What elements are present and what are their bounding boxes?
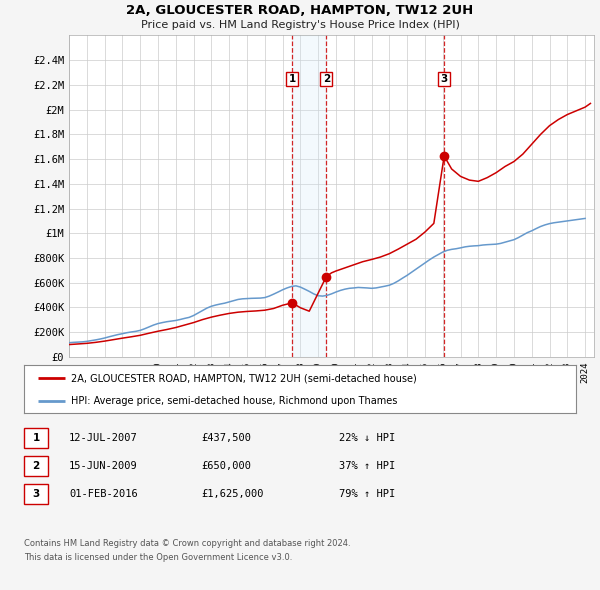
Text: 1: 1 [32,433,40,442]
Text: Contains HM Land Registry data © Crown copyright and database right 2024.: Contains HM Land Registry data © Crown c… [24,539,350,548]
Text: Price paid vs. HM Land Registry's House Price Index (HPI): Price paid vs. HM Land Registry's House … [140,20,460,30]
Text: £1,625,000: £1,625,000 [201,490,263,499]
Text: 3: 3 [32,490,40,499]
Text: 79% ↑ HPI: 79% ↑ HPI [339,490,395,499]
Text: HPI: Average price, semi-detached house, Richmond upon Thames: HPI: Average price, semi-detached house,… [71,396,397,406]
Text: 12-JUL-2007: 12-JUL-2007 [69,433,138,442]
Text: 2A, GLOUCESTER ROAD, HAMPTON, TW12 2UH (semi-detached house): 2A, GLOUCESTER ROAD, HAMPTON, TW12 2UH (… [71,373,416,383]
Bar [292,35,326,357]
Text: This data is licensed under the Open Government Licence v3.0.: This data is licensed under the Open Gov… [24,553,292,562]
Text: £650,000: £650,000 [201,461,251,471]
Text: £437,500: £437,500 [201,433,251,442]
Text: 01-FEB-2016: 01-FEB-2016 [69,490,138,499]
Text: 15-JUN-2009: 15-JUN-2009 [69,461,138,471]
Text: 2A, GLOUCESTER ROAD, HAMPTON, TW12 2UH: 2A, GLOUCESTER ROAD, HAMPTON, TW12 2UH [127,4,473,17]
Text: 22% ↓ HPI: 22% ↓ HPI [339,433,395,442]
Text: 3: 3 [440,74,448,84]
Text: 1: 1 [289,74,296,84]
Text: 37% ↑ HPI: 37% ↑ HPI [339,461,395,471]
Text: 2: 2 [32,461,40,471]
Text: 2: 2 [323,74,330,84]
